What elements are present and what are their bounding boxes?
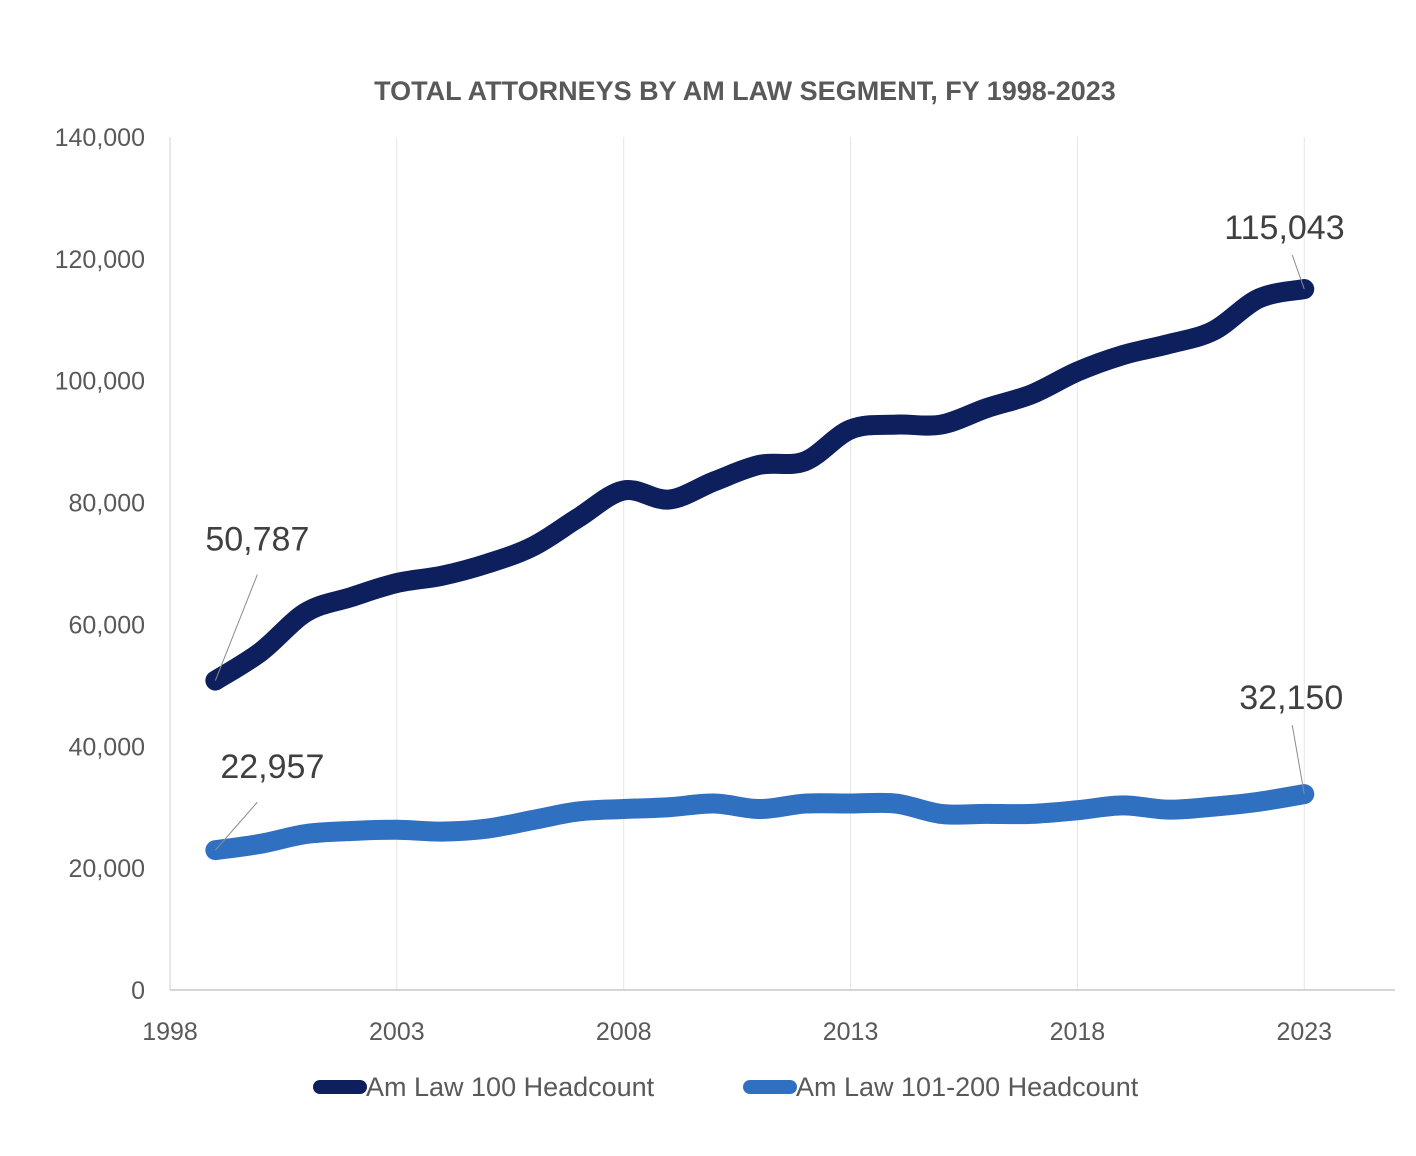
data-point: [984, 811, 989, 816]
data-point: [349, 595, 354, 600]
data-label: 50,787: [205, 521, 309, 559]
data-point: [1030, 392, 1035, 397]
y-tick-label: 100,000: [55, 368, 145, 396]
y-tick-label: 140,000: [55, 124, 145, 152]
data-point: [576, 515, 581, 520]
x-tick-label: 2018: [1050, 1018, 1106, 1046]
data-point: [1166, 342, 1171, 347]
data-point: [621, 807, 626, 812]
data-point: [1120, 353, 1125, 358]
data-point: [893, 422, 898, 427]
y-tick-label: 20,000: [69, 855, 145, 883]
data-point: [757, 807, 762, 812]
data-point: [394, 827, 399, 832]
data-point: [349, 828, 354, 833]
data-point: [757, 462, 762, 467]
data-point: [530, 818, 535, 823]
data-label: 32,150: [1239, 679, 1343, 717]
data-point: [530, 544, 535, 549]
series-line-0: [205, 279, 1315, 691]
y-tick-label: 120,000: [55, 246, 145, 274]
x-tick-label: 1998: [142, 1018, 198, 1046]
data-point: [803, 801, 808, 806]
series: [205, 279, 1315, 861]
series-line-1: [205, 784, 1315, 861]
chart-title: TOTAL ATTORNEYS BY AM LAW SEGMENT, FY 19…: [374, 76, 1116, 106]
data-point: [485, 561, 490, 566]
data-point: [1256, 799, 1261, 804]
data-point: [803, 459, 808, 464]
legend-label-am-law-100: Am Law 100 Headcount: [366, 1072, 655, 1102]
data-point: [848, 801, 853, 806]
data-point: [258, 649, 263, 654]
data-point: [712, 801, 717, 806]
data-point: [485, 826, 490, 831]
y-tick-label: 80,000: [69, 490, 145, 518]
data-point: [1211, 328, 1216, 333]
data-point: [712, 479, 717, 484]
y-tick-label: 60,000: [69, 611, 145, 639]
data-point: [939, 422, 944, 427]
data-point: [304, 610, 309, 615]
data-label: 115,043: [1224, 209, 1344, 247]
label-leader-line: [214, 801, 258, 851]
x-tick-label: 2008: [596, 1018, 652, 1046]
axes: 1998 2003 2008 2013 2018 2023 0 20,000 40,000 60,…: [55, 124, 1395, 1046]
label-leader-line: [1291, 254, 1305, 290]
data-point: [1030, 811, 1035, 816]
y-tick-label: 40,000: [69, 733, 145, 761]
label-leader-line: [214, 574, 258, 681]
data-point: [1120, 803, 1125, 808]
data-point: [667, 497, 672, 502]
grid: [396, 137, 1305, 990]
data-point: [1075, 808, 1080, 813]
data-point: [621, 488, 626, 493]
data-point: [576, 809, 581, 814]
data-point: [394, 580, 399, 585]
y-tick-label: 0: [131, 977, 145, 1005]
data-point: [984, 406, 989, 411]
data-label: 22,957: [220, 748, 324, 786]
data-point: [939, 811, 944, 816]
data-point: [1166, 807, 1171, 812]
x-tick-label: 2003: [369, 1018, 425, 1046]
data-point: [1256, 296, 1261, 301]
data-point: [440, 573, 445, 578]
x-tick-label: 2023: [1276, 1018, 1332, 1046]
data-point: [667, 805, 672, 810]
data-point: [1211, 804, 1216, 809]
legend-label-am-law-101-200: Am Law 101-200 Headcount: [796, 1072, 1139, 1102]
data-point: [848, 427, 853, 432]
data-point: [258, 841, 263, 846]
x-tick-label: 2013: [823, 1018, 879, 1046]
data-point: [304, 832, 309, 837]
data-point: [1075, 369, 1080, 374]
data-labels: 50,787 115,043 22,957 32,150: [205, 209, 1345, 851]
legend: Am Law 100 Headcount Am Law 101-200 Head…: [313, 1072, 1139, 1102]
data-point: [440, 829, 445, 834]
label-leader-line: [1291, 725, 1305, 795]
data-point: [893, 801, 898, 806]
